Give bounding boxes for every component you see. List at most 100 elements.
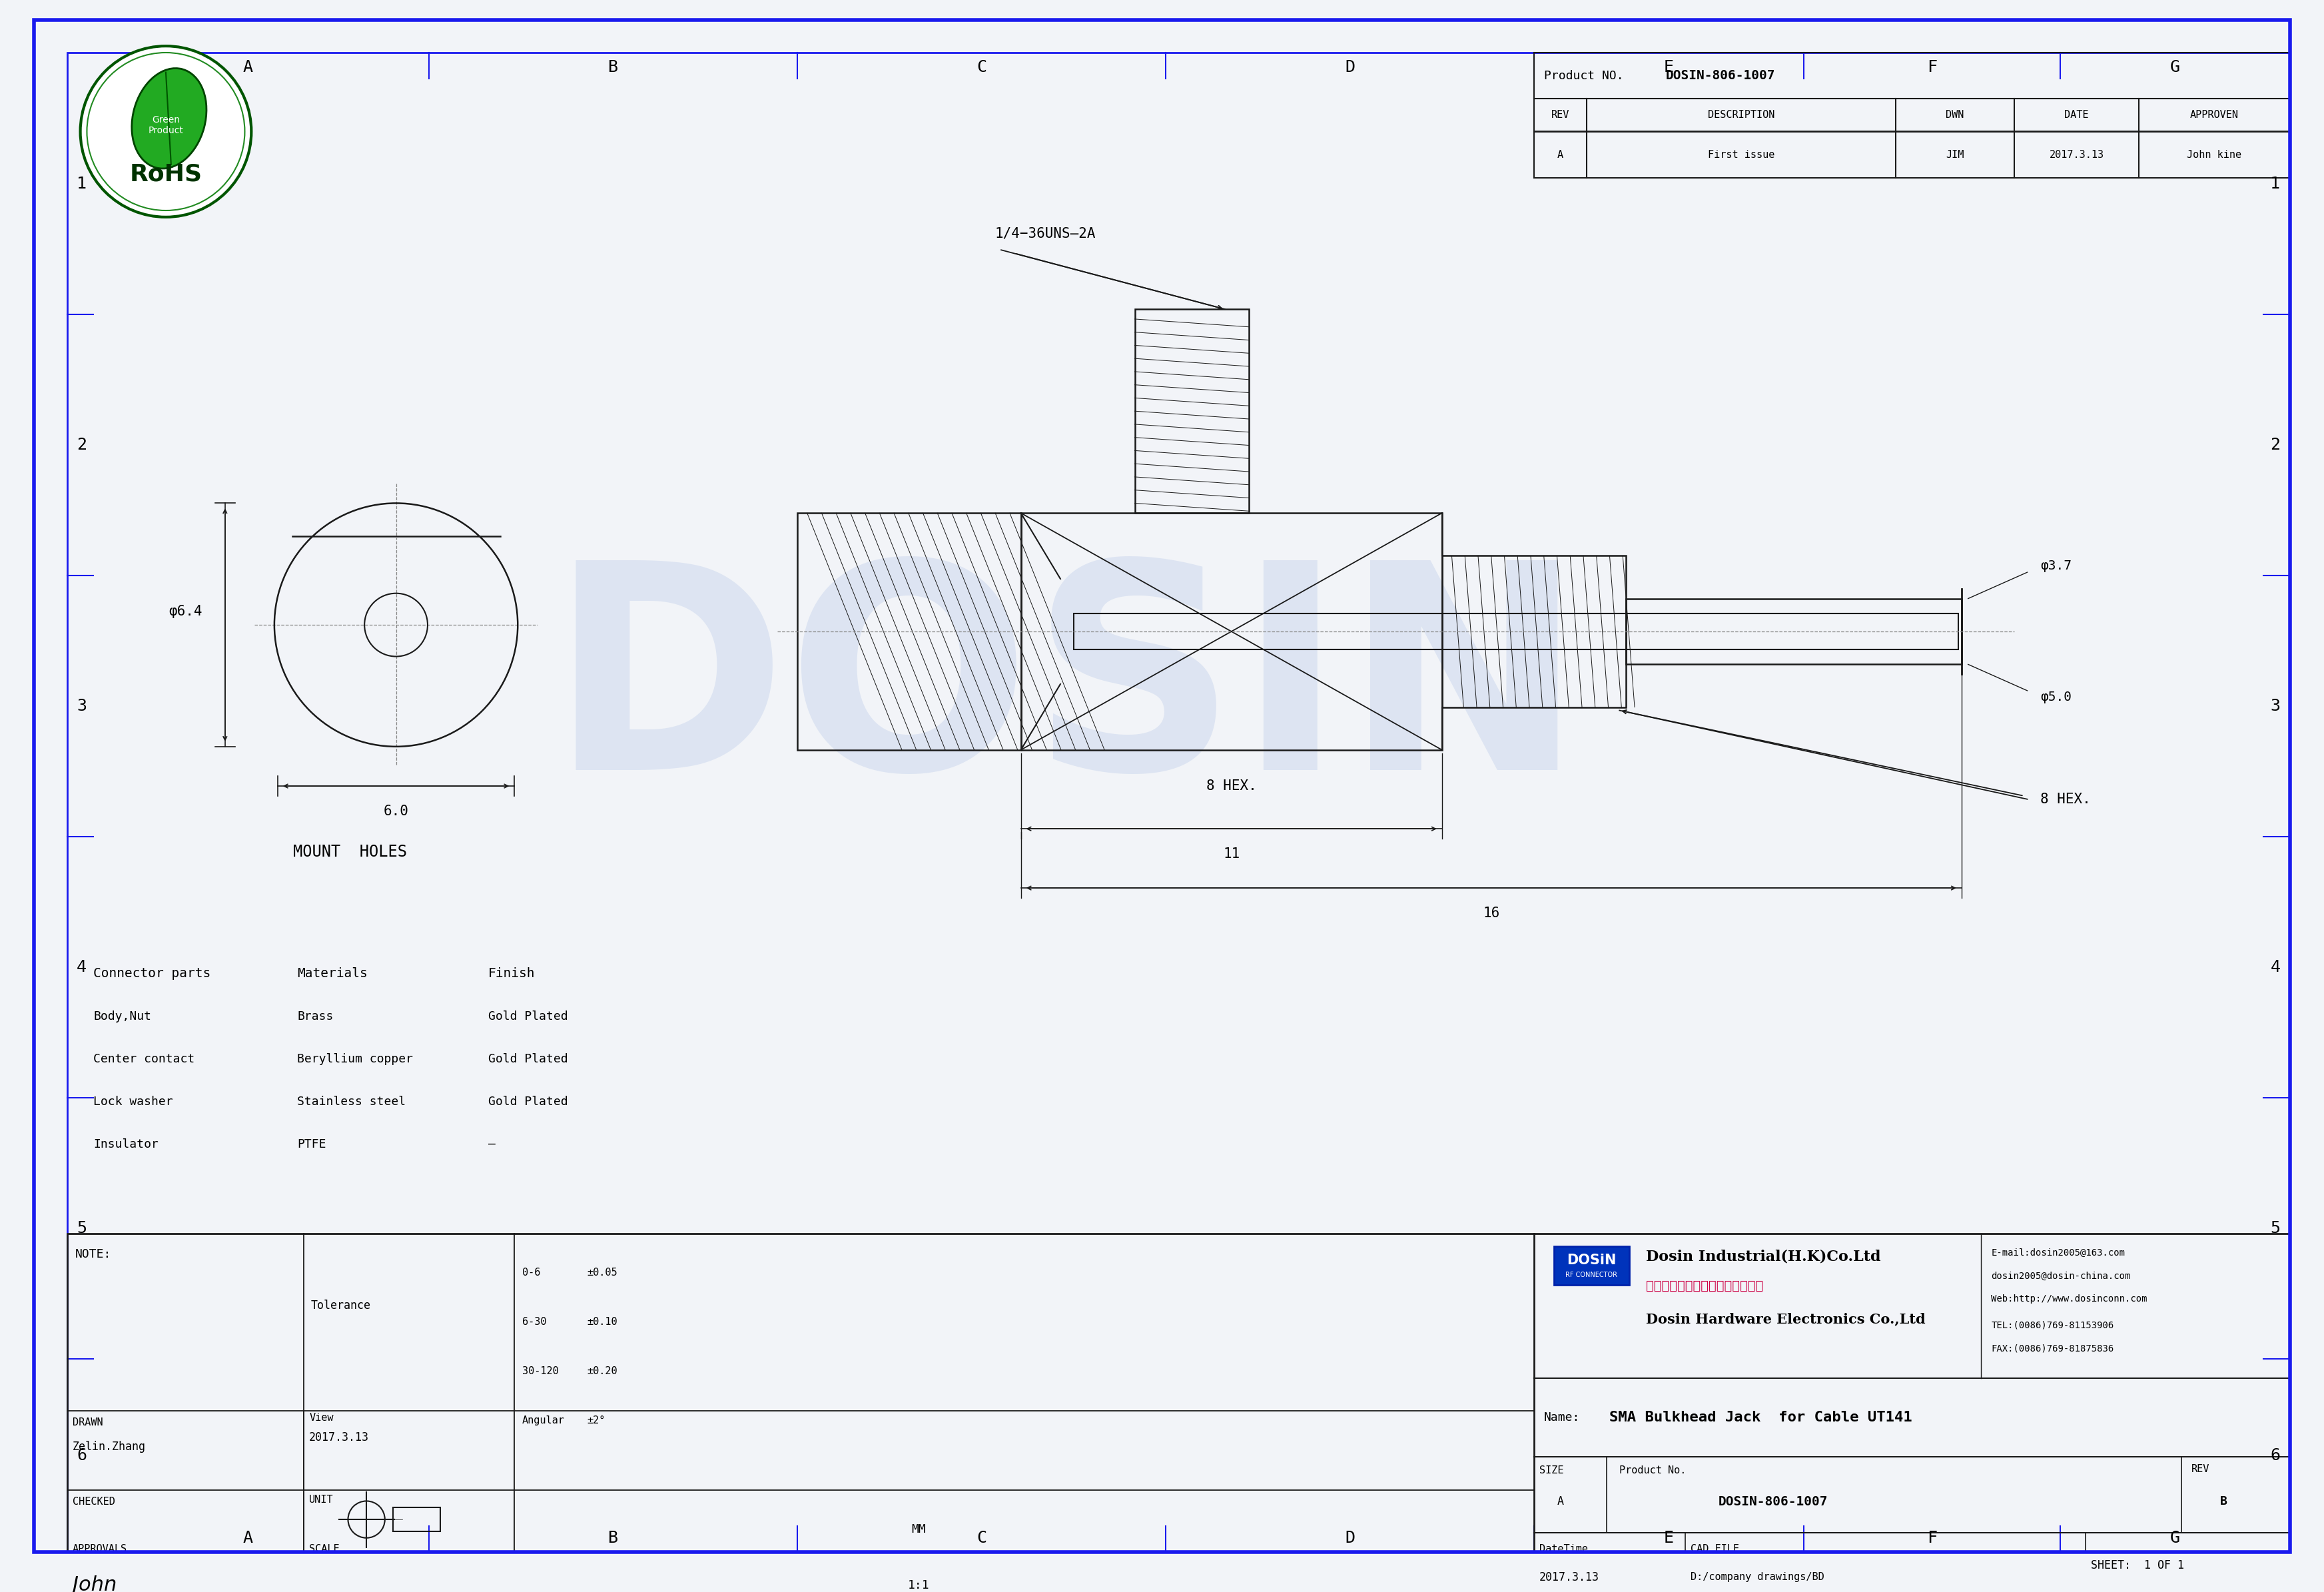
Text: 16: 16 [1483,906,1499,920]
Text: 1/4−36UNS–2A: 1/4−36UNS–2A [995,226,1095,240]
Text: A: A [1557,150,1564,159]
Text: SCALE: SCALE [309,1544,339,1554]
Text: 4: 4 [2271,960,2280,976]
Text: φ5.0: φ5.0 [2040,691,2071,704]
Text: DATE: DATE [2064,110,2089,119]
Text: 1:1: 1:1 [909,1579,930,1592]
Ellipse shape [132,68,207,169]
Text: E: E [1664,1530,1673,1546]
Text: Finish: Finish [488,968,535,979]
Bar [1627,599,1961,664]
Text: 11: 11 [1222,847,1239,860]
Text: Lock washer: Lock washer [93,1095,174,1108]
Text: 2017.3.13: 2017.3.13 [2050,150,2103,159]
Text: A: A [244,59,253,75]
Text: ±0.20: ±0.20 [586,1366,618,1377]
Text: D: D [1346,1530,1355,1546]
Text: Angular: Angular [523,1415,565,1426]
Bar [1534,53,2289,178]
Text: G: G [2171,59,2180,75]
Text: SMA Bulkhead Jack  for Cable UT141: SMA Bulkhead Jack for Cable UT141 [1611,1411,1913,1425]
Text: 2017.3.13: 2017.3.13 [309,1431,370,1444]
Text: PTFE: PTFE [297,1138,325,1151]
Text: 5: 5 [77,1221,86,1237]
Text: RoHS: RoHS [130,162,202,186]
Text: E: E [1664,59,1673,75]
Text: REV: REV [1550,110,1569,119]
Text: 1: 1 [77,175,86,191]
Text: –: – [488,1138,495,1151]
Text: C: C [976,59,985,75]
Text: Green
Product: Green Product [149,115,184,135]
Text: 6.0: 6.0 [383,804,409,818]
Text: Product No.: Product No. [1620,1465,1687,1476]
Text: 4: 4 [77,960,86,976]
Text: ±0.05: ±0.05 [586,1267,618,1278]
Text: Gold Plated: Gold Plated [488,1095,567,1108]
Text: Body,Nut: Body,Nut [93,1011,151,1022]
Text: FAX:(0086)769-81875836: FAX:(0086)769-81875836 [1992,1344,2115,1353]
Text: MOUNT  HOLES: MOUNT HOLES [293,844,407,860]
Text: D:/company drawings/BD: D:/company drawings/BD [1690,1573,1824,1582]
Text: 1: 1 [2271,175,2280,191]
Text: UNIT: UNIT [309,1495,335,1504]
Text: 6: 6 [2271,1447,2280,1463]
Text: First issue: First issue [1708,150,1776,159]
Bar [1020,513,1441,750]
Text: Product NO.: Product NO. [1543,70,1624,81]
Text: Dosin Hardware Electronics Co.,Ltd: Dosin Hardware Electronics Co.,Ltd [1645,1312,1924,1326]
Bar [1074,613,1959,650]
Text: APPROVEN: APPROVEN [2189,110,2238,119]
Text: 6-30: 6-30 [523,1317,546,1328]
Text: 6: 6 [77,1447,86,1463]
Text: DOSIN: DOSIN [548,551,1585,829]
Bar [797,513,1020,750]
Text: DOSIN-806-1007: DOSIN-806-1007 [1666,70,1776,81]
Text: B: B [609,1530,618,1546]
Bar [1555,1247,1629,1285]
Text: Name:: Name: [1543,1412,1580,1423]
Text: φ3.7: φ3.7 [2040,559,2071,572]
Text: A: A [1557,1496,1564,1508]
Text: DOSIN-806-1007: DOSIN-806-1007 [1717,1495,1827,1508]
Text: B: B [609,59,618,75]
Text: Materials: Materials [297,968,367,979]
Bar [1441,556,1627,707]
Text: 3: 3 [2271,699,2280,715]
Text: Dosin Industrial(H.K)Co.Ltd: Dosin Industrial(H.K)Co.Ltd [1645,1250,1880,1264]
Bar [67,1234,2289,1552]
Text: REV: REV [2192,1463,2210,1474]
Text: 2: 2 [77,436,86,454]
Text: 3: 3 [77,699,86,715]
Text: E-mail:dosin2005@163.com: E-mail:dosin2005@163.com [1992,1248,2124,1258]
Text: 8 HEX.: 8 HEX. [2040,793,2092,806]
Text: F: F [1927,59,1936,75]
Circle shape [81,46,251,217]
Text: Web:http://www.dosinconn.com: Web:http://www.dosinconn.com [1992,1294,2147,1304]
Text: John: John [72,1576,116,1592]
Bar [1134,309,1250,513]
Text: John kine: John kine [2187,150,2243,159]
Text: NOTE:: NOTE: [74,1248,112,1261]
Text: 东莞市绣东五金电子制品有限公司: 东莞市绣东五金电子制品有限公司 [1645,1280,1764,1293]
Bar [393,1508,439,1532]
Text: Stainless steel: Stainless steel [297,1095,407,1108]
Text: Insulator: Insulator [93,1138,158,1151]
Text: Connector parts: Connector parts [93,968,211,979]
Text: APPROVALS: APPROVALS [72,1544,128,1554]
Text: RF CONNECTOR: RF CONNECTOR [1564,1272,1618,1278]
Text: C: C [976,1530,985,1546]
Text: dosin2005@dosin-china.com: dosin2005@dosin-china.com [1992,1272,2131,1280]
Text: ±0.10: ±0.10 [586,1317,618,1328]
Text: JIM: JIM [1945,150,1964,159]
Text: 2017.3.13: 2017.3.13 [1538,1571,1599,1584]
Text: MM: MM [911,1524,927,1535]
Text: Zelin.Zhang: Zelin.Zhang [72,1441,146,1453]
Text: CAD FILE: CAD FILE [1690,1544,1738,1554]
Text: SHEET:  1 OF 1: SHEET: 1 OF 1 [2092,1560,2185,1571]
Text: TEL:(0086)769-81153906: TEL:(0086)769-81153906 [1992,1321,2115,1329]
Text: D: D [1346,59,1355,75]
Text: DRAWN: DRAWN [72,1418,102,1428]
Text: G: G [2171,1530,2180,1546]
Text: Gold Plated: Gold Plated [488,1011,567,1022]
